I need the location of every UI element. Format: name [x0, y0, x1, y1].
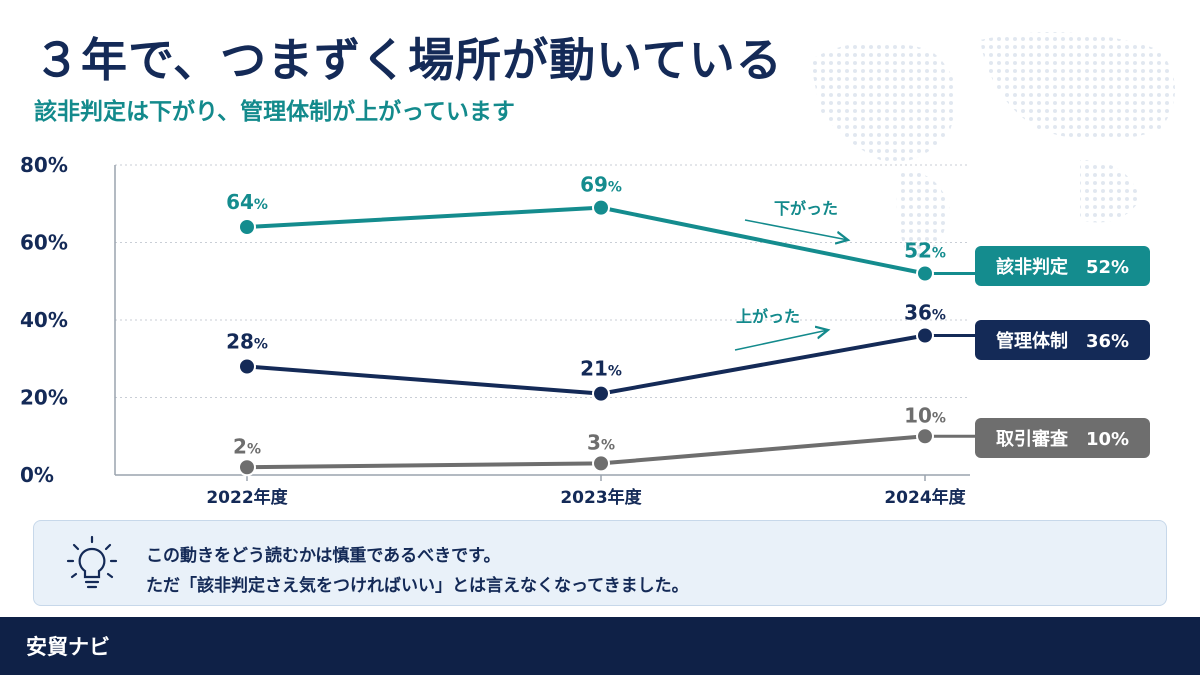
lightbulb-icon [66, 535, 118, 589]
data-label: 69% [580, 173, 622, 197]
data-label: 64% [226, 190, 268, 214]
y-tick-label: 20% [20, 386, 68, 410]
footer-brand: 安貿ナビ [26, 635, 110, 659]
annotation-label: 上がった [736, 307, 800, 326]
data-label: 52% [904, 239, 946, 263]
data-point [592, 384, 610, 403]
note-line-2: ただ「該非判定さえ気をつければいい」とは言えなくなってきました。 [146, 576, 689, 596]
page-title: ３年で、つまずく場所が動いている [34, 33, 783, 87]
series-line-2 [246, 434, 926, 470]
data-point [916, 427, 934, 446]
data-point [592, 454, 610, 473]
y-tick-label: 40% [20, 308, 68, 332]
world-map-background [810, 32, 1175, 260]
y-tick-label: 60% [20, 231, 68, 255]
insight-note: この動きをどう読むかは慎重であるべきです。 ただ「該非判定さえ気をつければいい」… [33, 520, 1167, 606]
data-point [916, 326, 934, 345]
note-line-1: この動きをどう読むかは慎重であるべきです。 [146, 546, 501, 566]
y-tick-label: 80% [20, 153, 68, 177]
data-point [916, 264, 934, 283]
data-label: 3% [587, 430, 615, 454]
legend-item-0: 該非判定 52% [975, 246, 1150, 286]
data-point [238, 357, 256, 376]
x-tick-label: 2024年度 [884, 487, 966, 508]
x-tick-label: 2023年度 [560, 487, 642, 508]
data-label: 10% [904, 403, 946, 427]
page-subtitle: 該非判定は下がり、管理体制が上がっています [34, 99, 515, 125]
legend-item-2: 取引審査 10% [975, 418, 1150, 458]
annotation-arrow [744, 219, 848, 240]
annotation-arrow [734, 330, 828, 351]
data-point [238, 458, 256, 477]
legend-item-1: 管理体制 36% [975, 320, 1150, 360]
data-label: 28% [226, 330, 268, 354]
data-point [238, 218, 256, 236]
x-tick-label: 2022年度 [206, 487, 288, 508]
line-chart: 0% 20% 40% 60% 80% 2022年度 2023年度 2024年度 64% 69% 5… [20, 153, 975, 508]
annotation-label: 下がった [774, 199, 838, 218]
y-tick-label: 0% [20, 463, 54, 487]
data-label: 21% [580, 357, 622, 381]
data-point [592, 198, 610, 217]
footer-bar: 安貿ナビ [0, 617, 1200, 675]
data-label: 36% [904, 301, 946, 325]
data-label: 2% [233, 434, 261, 458]
